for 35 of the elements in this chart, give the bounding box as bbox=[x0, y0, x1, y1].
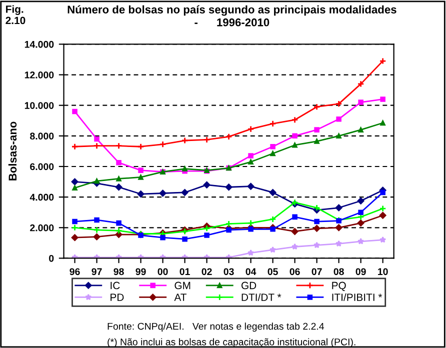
legend-label: ITI/PIBITI * bbox=[332, 293, 382, 301]
x-tick-label: 08 bbox=[334, 268, 344, 276]
x-tick-label: 03 bbox=[224, 268, 234, 276]
y-tick-label: 6.000 bbox=[30, 163, 54, 170]
x-tick-label: 09 bbox=[356, 268, 366, 276]
x-tick-label: 05 bbox=[268, 268, 278, 276]
x-tick-label: 01 bbox=[180, 268, 190, 276]
legend-label: GD bbox=[242, 282, 256, 290]
y-axis-title: Bolsas-ano bbox=[8, 122, 17, 180]
legend-label: PD bbox=[110, 294, 124, 301]
legend-label: IC bbox=[110, 282, 120, 290]
y-tick-label: 14.000 bbox=[24, 40, 54, 48]
x-tick-label: 96 bbox=[70, 268, 80, 276]
legend-label: DTI/DT * bbox=[242, 293, 282, 301]
source-note: Fonte: CNPq/AEI. Ver notas e legendas tab 2.2.4 bbox=[108, 322, 324, 332]
y-tick-label: 0 bbox=[49, 254, 54, 262]
y-tick-label: 2.000 bbox=[30, 224, 54, 232]
legend-label: AT bbox=[174, 294, 187, 301]
chart-title: Número de bolsas no país segundo as principais modalidades - 1996-2010 bbox=[68, 5, 396, 26]
y-tick-label: 10.000 bbox=[24, 102, 54, 109]
y-tick-label: 8.000 bbox=[30, 132, 54, 140]
x-tick-label: 99 bbox=[136, 268, 146, 276]
legend-label: GM bbox=[174, 282, 190, 290]
x-tick-label: 04 bbox=[246, 268, 256, 276]
x-tick-label: 00 bbox=[158, 268, 168, 276]
y-tick-label: 12.000 bbox=[24, 72, 54, 78]
x-tick-label: 06 bbox=[290, 268, 300, 276]
caption: Fig. 2.10 bbox=[6, 5, 26, 24]
y-tick-label: 4.000 bbox=[30, 194, 54, 201]
legend-label: PQ bbox=[332, 282, 346, 292]
x-tick-label: 07 bbox=[312, 268, 322, 276]
x-tick-label: 10 bbox=[378, 268, 388, 276]
x-tick-label: 98 bbox=[114, 268, 124, 276]
x-tick-label: 97 bbox=[92, 268, 102, 276]
x-tick-label: 02 bbox=[202, 268, 212, 276]
